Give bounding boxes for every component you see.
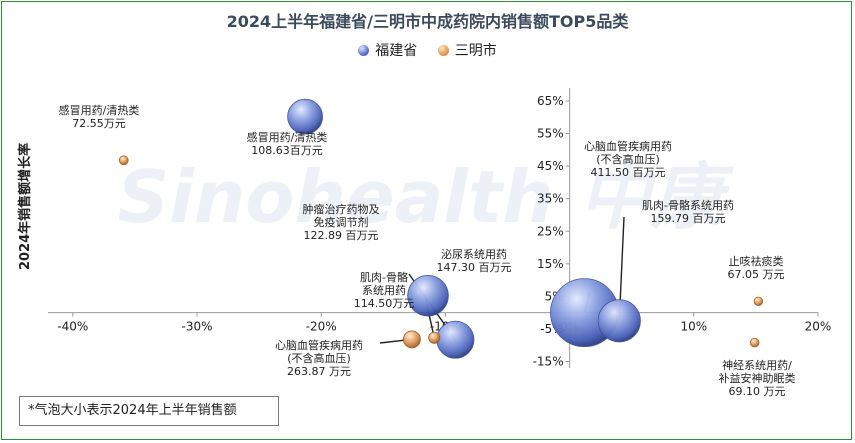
data-label-line: 感冒用药/清热类 [247,130,328,144]
data-label-line: 神经系统用药/ [722,358,792,372]
y-tick-label: 45% [537,159,564,173]
data-label-line: 147.30 百万元 [437,261,512,274]
data-label-line: 感冒用药/清热类 [59,103,140,117]
data-label-line: 411.50 百万元 [591,166,666,179]
data-label-line: 108.63百万元 [251,144,323,157]
data-label-line: 114.50万元 [354,297,415,310]
x-tick-label: 20% [805,320,832,334]
bubble-fujian [436,320,475,359]
x-tick-label: 10% [680,320,707,334]
data-label-line: 72.55万元 [72,117,126,130]
y-tick-label: -15% [533,354,564,368]
data-label: 肌肉-骨骼系统用药 159.79 百万元 [642,198,734,225]
bubble-sanming [753,296,764,306]
data-label: 神经系统用药/补益安神助眠类 69.10 万元 [719,358,796,398]
data-label-line: 心脑血管疾病用药 [275,338,363,352]
y-tick-label: 25% [537,224,564,238]
data-label: 心脑血管疾病用药(不含高血压) 411.50 百万元 [584,139,672,179]
data-label-line: 肌肉-骨骼 [360,270,408,284]
legend-marker-fujian [358,44,370,56]
chart-title: 2024上半年福建省/三明市中成药院内销售额TOP5品类 [226,12,629,31]
data-label: 止咳祛痰类 67.05 万元 [728,254,785,281]
legend-label-sanming: 三明市 [454,43,497,59]
bubble-fujian [287,98,323,135]
data-label: 肿瘤治疗药物及免疫调节剂 122.89 百万元 [303,202,380,242]
data-label-line: 补益安神助眠类 [719,371,796,385]
data-label: 泌尿系统用药 147.30 百万元 [437,248,512,274]
legend-item-sanming: 三明市 [437,40,497,60]
data-label-line: 67.05 万元 [728,268,785,281]
y-tick-label: 35% [537,192,564,206]
data-label-line: (不含高血压) [596,152,660,166]
legend-label-fujian: 福建省 [375,43,418,59]
x-tick-label: -40% [57,320,88,334]
data-label-line: 263.87 万元 [287,365,351,378]
bubble-sanming [428,331,441,344]
data-label-line: 免疫调节剂 [314,215,369,229]
data-label-line: 系统用药 [362,284,406,297]
bubble-sanming [402,330,421,349]
bubble-sanming [749,337,760,348]
data-label-line: 69.10 万元 [729,385,786,398]
watermark: Sinohealth 中康 [117,155,734,239]
data-label: 心脑血管疾病用药(不含高血压) 263.87 万元 [275,338,363,378]
legend-item-fujian: 福建省 [358,40,417,60]
y-tick-label: 15% [537,257,564,271]
data-label-line: (不含高血压) [287,351,351,365]
y-tick-label: 65% [537,94,564,108]
data-label-line: 泌尿系统用药 [441,248,507,261]
data-label-line: 肌肉-骨骼系统用药 [642,198,734,212]
bubble-sanming [118,155,129,166]
data-label-line: 肿瘤治疗药物及 [303,202,380,216]
x-tick-label: -30% [182,320,213,334]
data-label-line: 心脑血管疾病用药 [584,139,672,153]
bubble-fujian [407,274,449,317]
data-label-line: 159.79 百万元 [651,212,726,225]
y-tick-label: 55% [537,127,564,141]
legend-marker-sanming [437,44,449,56]
chart-legend: 福建省 三明市 [0,40,855,60]
bubble-fujian [597,299,641,343]
bubble-size-note: *气泡大小表示2024年上半年销售额 [19,396,279,426]
data-label: 感冒用药/清热类 108.63百万元 [247,130,328,157]
data-label-line: 122.89 百万元 [304,229,379,242]
x-tick-label: -20% [306,320,337,334]
data-label-line: 止咳祛痰类 [729,254,784,268]
data-label: 肌肉-骨骼系统用药 114.50万元 [354,270,415,310]
data-label: 感冒用药/清热类 72.55万元 [59,103,140,130]
